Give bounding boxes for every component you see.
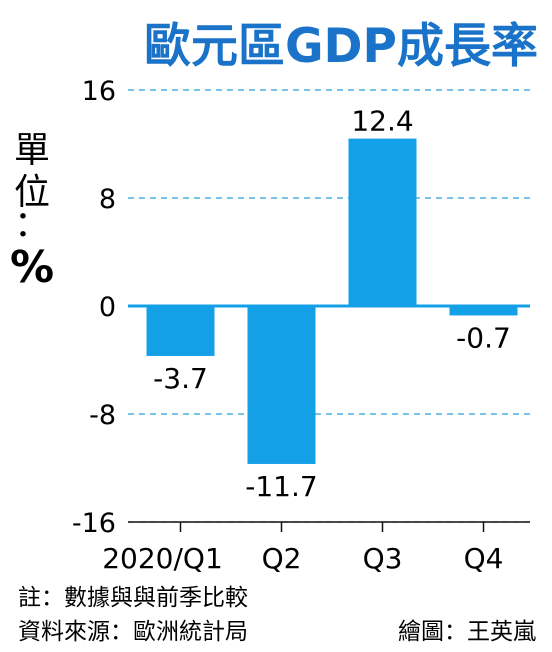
data-label: 12.4 <box>351 105 413 138</box>
bar <box>348 138 417 306</box>
x-axis-tick-marks <box>179 522 485 532</box>
y-axis-ticks: 16 8 0 -8 -16 <box>72 76 116 539</box>
credit-text: 繪圖：王英嵐 <box>398 619 536 645</box>
bar <box>146 306 215 356</box>
x-axis-categories: 2020/Q1 Q2 Q3 Q4 <box>102 542 503 575</box>
data-label: -11.7 <box>245 470 317 503</box>
chart-title: 歐元區GDP成長率 <box>144 19 538 74</box>
unit-label-percent: % <box>10 242 54 293</box>
bar <box>247 306 316 464</box>
unit-label-char-1: 單 <box>14 130 50 171</box>
unit-label: 單 位 ： % <box>10 130 54 293</box>
bar <box>449 306 518 316</box>
x-tick-label: Q4 <box>464 542 504 575</box>
data-label: -3.7 <box>153 362 208 395</box>
x-tick-label: Q3 <box>363 542 403 575</box>
y-tick-label: 8 <box>99 184 116 215</box>
data-label: -0.7 <box>456 321 511 354</box>
y-tick-label: -16 <box>72 508 116 539</box>
unit-label-char-2: 位 <box>14 172 50 213</box>
unit-label-colon: ： <box>14 204 50 245</box>
source-text: 資料來源：歐洲統計局 <box>18 619 248 645</box>
note-text: 註：數據與與前季比較 <box>18 585 248 611</box>
data-labels: -3.7 -11.7 12.4 -0.7 <box>153 105 511 503</box>
y-tick-label: -8 <box>89 400 116 431</box>
x-tick-label: 2020/Q1 <box>102 542 223 575</box>
bars <box>146 138 518 464</box>
y-tick-label: 0 <box>99 292 116 323</box>
y-tick-label: 16 <box>82 76 116 107</box>
x-tick-label: Q2 <box>262 542 302 575</box>
